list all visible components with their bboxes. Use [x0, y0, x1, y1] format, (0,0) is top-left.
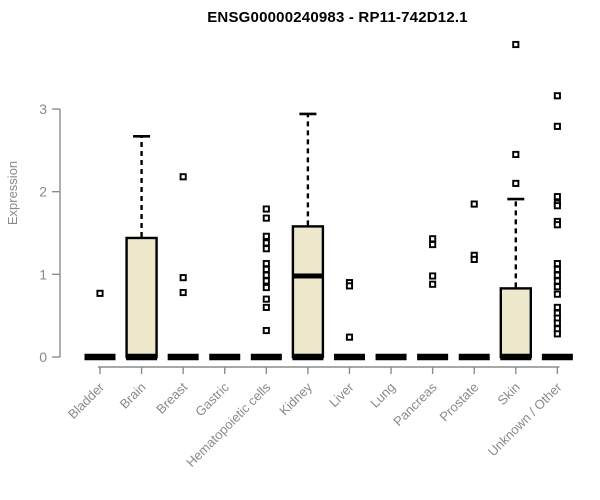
outlier-point: [553, 277, 561, 285]
x-tick-label: Prostate: [436, 380, 481, 425]
y-tick-label: 1: [39, 266, 47, 282]
outlier-point: [553, 202, 561, 210]
outlier-point: [470, 200, 478, 208]
x-tick-label: Breast: [153, 379, 190, 416]
outlier-point: [553, 122, 561, 130]
outlier-point: [179, 274, 187, 282]
outlier-point: [512, 179, 520, 187]
outlier-point: [96, 289, 104, 297]
outlier-point: [262, 260, 270, 268]
outlier-point: [553, 290, 561, 298]
outlier-point: [553, 260, 561, 268]
chart-title: ENSG00000240983 - RP11-742D12.1: [207, 9, 468, 26]
x-tick-label: Brain: [117, 380, 149, 412]
outlier-point: [553, 271, 561, 279]
box: [291, 225, 325, 359]
zero-bar: [375, 353, 407, 361]
zero-bar: [250, 353, 282, 361]
outlier-point: [553, 319, 561, 327]
x-tick-label: Skin: [494, 380, 522, 408]
outlier-point: [262, 277, 270, 285]
outlier-point: [553, 303, 561, 311]
zero-bar: [417, 353, 449, 361]
outlier-point: [553, 92, 561, 100]
box: [499, 287, 532, 359]
outlier-point: [470, 255, 478, 264]
x-tick-label: Liver: [326, 379, 357, 410]
y-tick-label: 3: [39, 101, 47, 117]
x-tick-label: Gastric: [192, 379, 232, 419]
outlier-point: [262, 265, 270, 273]
outlier-point: [553, 283, 561, 291]
zero-bar: [500, 353, 532, 361]
y-tick-label: 2: [39, 184, 47, 200]
zero-bar: [458, 353, 490, 361]
outlier-point: [262, 205, 270, 213]
outlier-point: [553, 265, 561, 273]
outlier-point: [345, 282, 354, 290]
outlier-point: [512, 40, 520, 49]
outlier-point: [262, 295, 270, 303]
zero-bar: [84, 353, 116, 361]
outlier-point: [262, 214, 270, 222]
outlier-point: [553, 330, 561, 338]
outlier-point: [262, 232, 270, 240]
y-tick-label: 0: [39, 349, 47, 365]
zero-bar: [292, 353, 324, 361]
zero-bar: [126, 353, 158, 361]
outlier-point: [262, 271, 270, 279]
outlier-point: [553, 221, 561, 229]
x-tick-label: Kidney: [276, 379, 315, 418]
x-tick-label: Bladder: [65, 379, 108, 422]
outlier-point: [262, 245, 270, 253]
outlier-point: [179, 288, 187, 297]
zero-bar: [541, 353, 573, 361]
zero-bar: [209, 353, 241, 361]
zero-bar: [333, 353, 365, 361]
outlier-point: [553, 193, 561, 201]
outlier-point: [179, 173, 187, 181]
x-tick-label: Lung: [367, 380, 398, 411]
outlier-point: [429, 235, 437, 243]
x-tick-label: Pancreas: [390, 379, 440, 429]
outlier-point: [429, 280, 437, 288]
outlier-point: [429, 241, 437, 249]
zero-bar: [167, 353, 199, 361]
outlier-point: [429, 272, 437, 280]
median-line: [292, 273, 323, 279]
y-axis-label: Expression: [5, 161, 20, 225]
outlier-point: [262, 284, 270, 292]
outlier-point: [262, 303, 270, 311]
x-tick-label: Unknown / Other: [485, 379, 565, 459]
outlier-point: [345, 333, 354, 341]
outlier-point: [262, 326, 270, 335]
outlier-point: [512, 150, 520, 159]
outlier-point: [262, 239, 270, 247]
box: [125, 236, 158, 359]
